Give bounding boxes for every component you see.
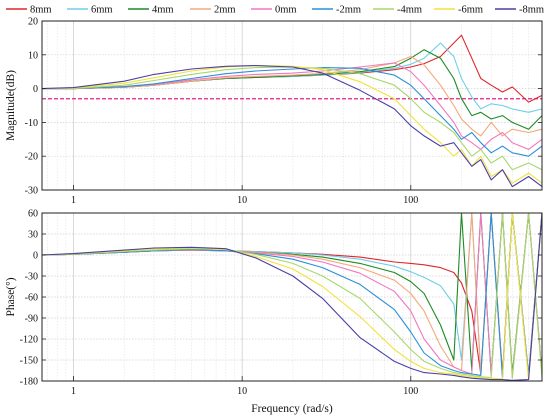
magnitude-grid: [42, 20, 543, 191]
magnitude-plot-frame: [41, 20, 543, 191]
y-tick-label: 10: [28, 50, 38, 61]
phase-line--4mm: [41, 212, 543, 379]
legend-entry--4mm: -4mm: [373, 5, 422, 16]
y-tick-label: 30: [28, 230, 38, 241]
legend-entry-0mm: 0mm: [251, 5, 297, 16]
x-tick-label: 1: [71, 195, 76, 206]
legend-entry-4mm: 4mm: [128, 5, 174, 16]
y-tick-label: 60: [28, 209, 38, 220]
phase-ticks: 60 30 0 -30 -60 -90 -120 -150 -180 1 10 100: [20, 209, 542, 397]
legend-entry-6mm: 6mm: [67, 5, 113, 16]
magnitude-line--6mm: [41, 65, 543, 184]
x-tick-label: 10: [237, 386, 247, 397]
legend: 8mm 6mm 4mm 2mm 0mm -2mm -4mm -6mm -8mm: [6, 5, 544, 16]
legend-label: 6mm: [91, 5, 113, 16]
phase-y-axis-label: Phase(°): [5, 277, 17, 316]
y-tick-label: -60: [25, 293, 38, 304]
y-tick-label: -30: [25, 272, 38, 283]
x-tick-label: 100: [403, 386, 418, 397]
legend-label: 2mm: [214, 5, 236, 16]
x-tick-label: 100: [403, 195, 418, 206]
magnitude-line-6mm: [42, 42, 543, 113]
legend-label: 4mm: [152, 5, 174, 16]
legend-label: -8mm: [519, 5, 544, 16]
legend-label: -4mm: [397, 5, 422, 16]
legend-entry--8mm: -8mm: [495, 5, 544, 16]
legend-label: -2mm: [336, 5, 361, 16]
magnitude-y-axis-label: Magnitude(dB): [5, 70, 17, 141]
y-tick-label: -30: [25, 186, 38, 197]
frequency-x-axis-label: Frequency (rad/s): [251, 403, 333, 415]
x-tick-label: 10: [237, 195, 247, 206]
y-tick-label: -180: [20, 377, 38, 388]
magnitude-line--8mm: [41, 65, 543, 188]
legend-label: 0mm: [275, 5, 297, 16]
magnitude-line-2mm: [42, 55, 543, 137]
y-tick-label: 0: [33, 251, 38, 262]
legend-entry--6mm: -6mm: [434, 5, 483, 16]
phase-line--2mm: [41, 212, 543, 379]
phase-series: [41, 212, 543, 381]
legend-label: 8mm: [30, 5, 52, 16]
magnitude-line--2mm: [42, 67, 543, 157]
legend-label: -6mm: [458, 5, 483, 16]
phase-line--6mm: [41, 212, 543, 381]
y-tick-label: 0: [33, 84, 38, 95]
legend-entry--2mm: -2mm: [312, 5, 361, 16]
magnitude-line-0mm: [42, 62, 543, 150]
y-tick-label: -10: [25, 118, 38, 129]
y-tick-label: -90: [25, 314, 38, 325]
y-tick-label: -150: [20, 356, 38, 367]
phase-line--8mm: [41, 212, 543, 381]
legend-entry-2mm: 2mm: [190, 5, 236, 16]
legend-entry-8mm: 8mm: [6, 5, 52, 16]
magnitude-line--4mm: [42, 66, 543, 171]
y-tick-label: 20: [28, 17, 38, 28]
magnitude-series: [41, 34, 543, 188]
y-tick-label: -120: [20, 335, 38, 346]
y-tick-label: -20: [25, 152, 38, 163]
phase-panel: 60 30 0 -30 -60 -90 -120 -150 -180 1 10 100 Phase(°…: [5, 209, 543, 415]
x-tick-label: 1: [71, 386, 76, 397]
